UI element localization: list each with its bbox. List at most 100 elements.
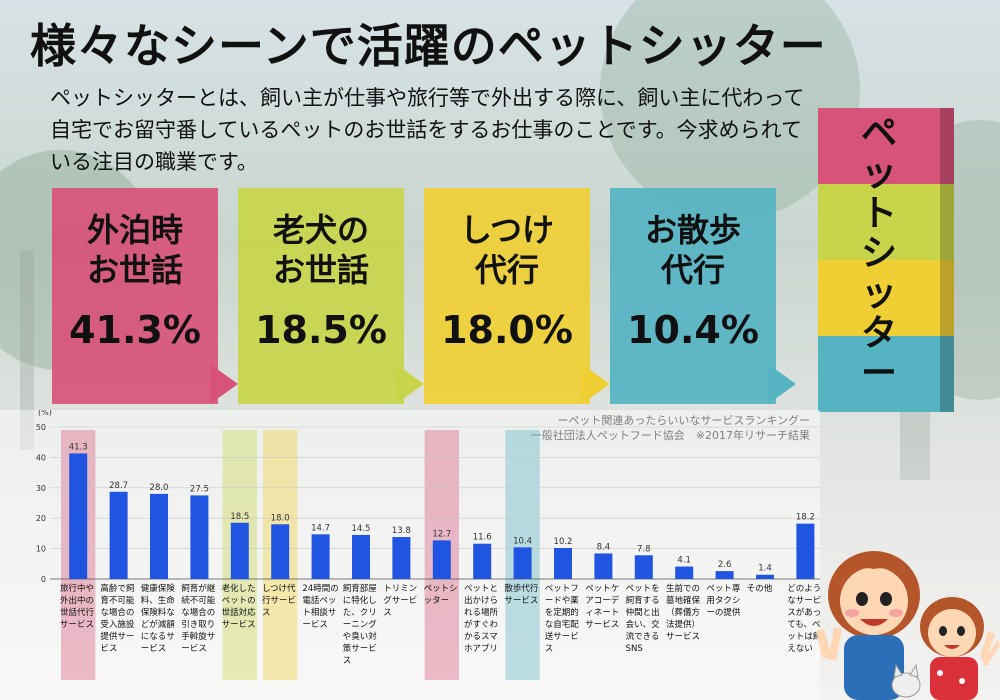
- bar: [513, 547, 532, 579]
- bar-value-label: 12.7: [432, 529, 451, 539]
- tower-side: [940, 260, 954, 336]
- bar-value-label: 14.7: [311, 523, 330, 533]
- chart-source: ーペット関連あったらいいなサービスランキングー 一般社団法人ペットフード協会 ※…: [530, 413, 810, 443]
- bar-value-label: 10.4: [513, 536, 532, 546]
- bar: [634, 555, 653, 579]
- card-tail: [210, 364, 238, 404]
- tower-segment: [818, 184, 940, 260]
- category-label: トリミングサービス: [383, 584, 418, 618]
- bar-value-label: 18.5: [230, 512, 249, 522]
- tower-char: タ: [860, 313, 897, 354]
- card-percent: 10.4%: [627, 308, 759, 352]
- bar-value-label: 7.8: [637, 544, 651, 554]
- y-tick-label: 20: [36, 514, 46, 523]
- card-label: しつけ 代行: [459, 211, 555, 289]
- y-unit-label: (%): [38, 410, 52, 417]
- tower-char: ッ: [860, 273, 897, 314]
- y-tick-label: 30: [36, 484, 46, 493]
- bar: [554, 547, 572, 579]
- bar: [352, 534, 370, 579]
- bar: [594, 553, 613, 579]
- card-box: [52, 188, 218, 404]
- bar-value-label: 18.0: [271, 513, 290, 523]
- tower-char: ペ: [860, 113, 897, 154]
- category-label: 散歩代行サービス: [504, 584, 539, 606]
- y-tick-label: 40: [36, 453, 46, 462]
- ranking-title: ーペット関連あったらいいなサービスランキングー: [530, 413, 810, 428]
- card-walk: お散歩 代行 10.4%: [610, 188, 796, 406]
- card-tail: [768, 364, 796, 404]
- bar: [69, 453, 88, 579]
- category-label: 飼育が継続不可能な場合の引き取り手斡旋サービス: [181, 584, 216, 654]
- category-label: 高齢で飼育不可能な場合の受入施設提供サービス: [100, 584, 135, 654]
- tower-text: ペ ッ ト シ ッ タ ー: [818, 114, 940, 394]
- tower-char: ー: [860, 353, 897, 394]
- category-label: ペットフードや薬を定期的な自宅配送サービス: [544, 584, 579, 654]
- bar-value-label: 1.4: [758, 564, 772, 574]
- card-tail: [396, 364, 424, 404]
- bar: [473, 543, 492, 579]
- bar: [190, 495, 209, 579]
- bar: [715, 571, 734, 579]
- tower-side: [940, 108, 954, 184]
- tower-side: [940, 184, 954, 260]
- card-label: お散歩 代行: [644, 211, 741, 289]
- background-tree: [600, 0, 860, 220]
- y-tick-label: 0: [41, 575, 46, 584]
- tower-char: ト: [860, 193, 897, 234]
- bar-value-label: 13.8: [392, 526, 411, 536]
- y-tick-label: 10: [36, 545, 46, 554]
- bar-value-label: 8.4: [597, 542, 611, 552]
- bar: [150, 493, 168, 579]
- category-label: ペット専用タクシーの提供: [706, 584, 741, 618]
- tower-segment: [818, 260, 940, 336]
- bar-value-label: 10.2: [554, 537, 573, 547]
- category-label: 老化したペットの世話対応サービス: [221, 584, 256, 630]
- category-label: 24時間の電話ペット相談サービス: [302, 584, 339, 630]
- bar-value-label: 28.7: [109, 481, 128, 491]
- cat-figure: [891, 663, 921, 698]
- tower-char: ッ: [860, 153, 897, 194]
- category-label: 旅行中や外出中の世話代行サービス: [60, 584, 95, 630]
- child-figure: [920, 597, 1000, 700]
- card-label: 老犬の お世話: [272, 211, 369, 289]
- card-tail: [582, 364, 610, 404]
- card-box: [424, 188, 590, 404]
- category-label: ペットケアコーディネートサービス: [585, 584, 620, 630]
- category-label: ペットと出かけられる場所がすぐわかるスマホアプリ: [464, 584, 499, 654]
- card-percent: 41.3%: [69, 308, 201, 352]
- card-percent: 18.0%: [441, 308, 573, 352]
- bar-value-label: 41.3: [69, 442, 88, 452]
- card-overnight-care: 外泊時 お世話 41.3%: [52, 188, 238, 406]
- bar-value-label: 11.6: [473, 533, 492, 543]
- kids-illustration: [816, 551, 1000, 700]
- category-label: 健康保険料、生命保険料などが減額になるサービス: [140, 584, 175, 654]
- source-note: 一般社団法人ペットフード協会 ※2017年リサーチ結果: [530, 428, 810, 443]
- tower-char: シ: [860, 233, 897, 274]
- bar-value-label: 14.5: [352, 524, 371, 534]
- tower-segment: [818, 108, 940, 184]
- bar: [392, 537, 411, 579]
- category-label: その他: [746, 584, 773, 594]
- tower-side: [940, 336, 954, 412]
- bar: [796, 523, 815, 579]
- category-label: どのようなサービスがあっても、ペットは飼えない: [787, 584, 822, 654]
- tower-segment: [818, 336, 940, 412]
- background-trunk: [20, 250, 34, 450]
- bar-value-label: 2.6: [718, 560, 732, 570]
- pet-sitter-tower: ペ ッ ト シ ッ タ ー: [818, 108, 954, 412]
- category-label: 飼育部屋に特化した、クリーニングや臭い対策サービス: [342, 584, 377, 666]
- card-old-dog-care: 老犬の お世話 18.5%: [238, 188, 424, 406]
- bar: [230, 522, 249, 579]
- card-training: しつけ 代行 18.0%: [424, 188, 610, 406]
- intro-text: ペットシッターとは、飼い主が仕事や旅行等で外出する際に、飼い主に代わって自宅でお…: [50, 86, 805, 174]
- bar-value-label: 28.0: [150, 483, 169, 493]
- card-percent: 18.5%: [255, 308, 387, 352]
- bar: [109, 491, 128, 579]
- ranking-bar-chart: 0 10 20 30 40 50 (%) 41.3 28.7 28.0 27.5 18.5 18.0 14…: [0, 410, 820, 700]
- bar-value-label: 27.5: [190, 484, 209, 494]
- bar: [756, 574, 774, 579]
- bar-value-label: 18.2: [796, 513, 815, 523]
- bar: [271, 524, 290, 579]
- category-label: 生前での墓地確保（葬儀方法提供）サービス: [666, 584, 701, 642]
